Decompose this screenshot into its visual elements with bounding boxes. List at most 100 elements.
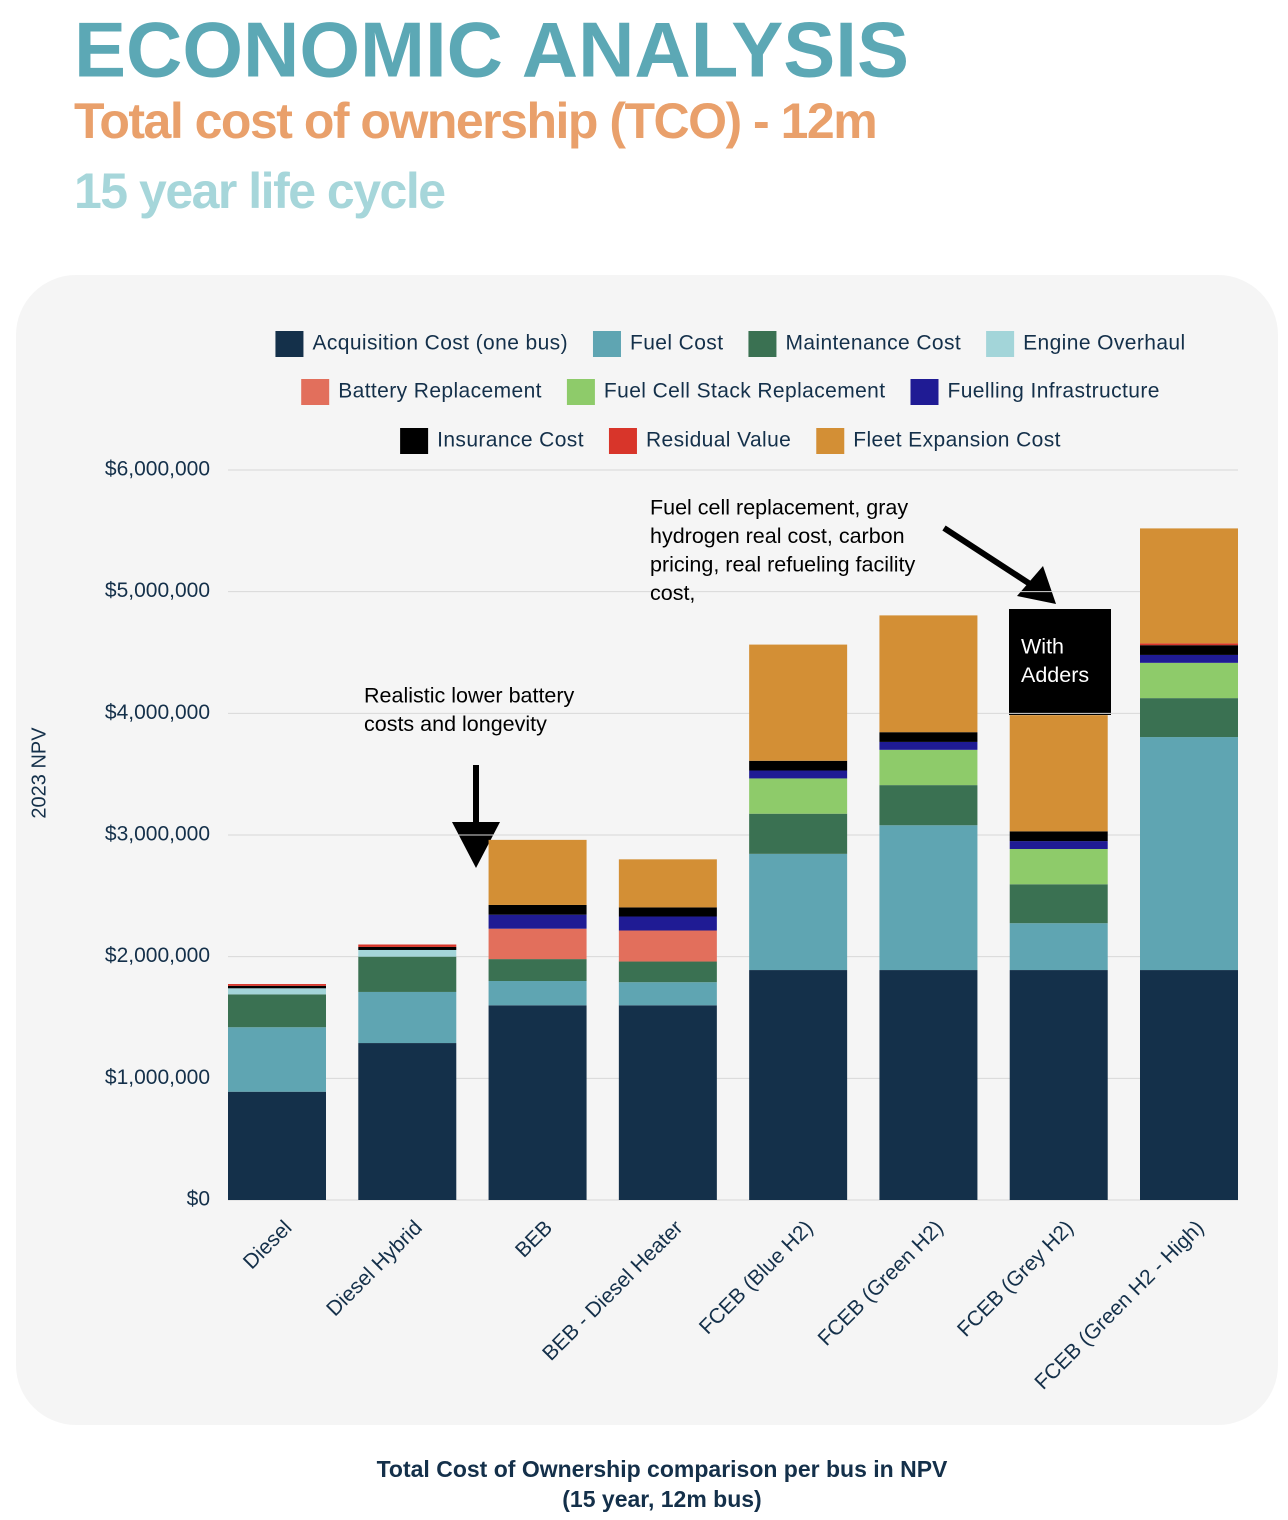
legend-label: Insurance Cost bbox=[437, 429, 584, 452]
bar-segment bbox=[358, 991, 457, 1044]
bar-segment bbox=[358, 949, 457, 957]
bar-segment bbox=[488, 904, 587, 915]
annotation: costs and longevity bbox=[364, 712, 547, 736]
bar-segment bbox=[1009, 715, 1108, 832]
legend-label: Battery Replacement bbox=[338, 380, 542, 403]
bar-segment bbox=[749, 778, 848, 814]
bar-segment bbox=[228, 985, 326, 989]
y-tick-label: $4,000,000 bbox=[105, 701, 210, 724]
bar-segment bbox=[488, 928, 587, 960]
legend-swatch bbox=[275, 331, 304, 357]
bar-segment bbox=[749, 644, 848, 761]
bar-segment bbox=[358, 944, 457, 947]
bar-segment bbox=[228, 994, 326, 1028]
annotation: Adders bbox=[1021, 663, 1089, 687]
bar-segment bbox=[228, 984, 326, 986]
bar-segment bbox=[1140, 645, 1238, 655]
bar-segment bbox=[618, 961, 717, 983]
page-title: ECONOMIC ANALYSIS bbox=[74, 6, 909, 94]
bar-segment bbox=[488, 839, 587, 905]
bar-segment bbox=[1140, 643, 1238, 646]
legend-label: Maintenance Cost bbox=[785, 332, 961, 355]
bar-segment bbox=[618, 982, 717, 1006]
legend-swatch bbox=[910, 379, 939, 405]
bar-segment bbox=[749, 760, 848, 771]
annotation: Realistic lower battery bbox=[364, 684, 575, 708]
bar-segment bbox=[488, 1005, 587, 1200]
bar-segment bbox=[749, 853, 848, 971]
y-tick-label: $0 bbox=[187, 1188, 210, 1211]
bar-segment bbox=[618, 930, 717, 962]
bar-segment bbox=[228, 1091, 326, 1200]
caption: Total Cost of Ownership comparison per b… bbox=[377, 1456, 948, 1482]
legend-swatch bbox=[608, 428, 637, 454]
bar-segment bbox=[488, 959, 587, 981]
bar-segment bbox=[618, 916, 717, 931]
legend-swatch bbox=[301, 379, 330, 405]
bar-segment bbox=[1140, 662, 1238, 699]
bar-segment bbox=[749, 770, 848, 779]
bar-segment bbox=[879, 732, 978, 742]
caption: (15 year, 12m bus) bbox=[562, 1486, 761, 1512]
legend-swatch bbox=[748, 331, 777, 357]
legend-label: Fuel Cell Stack Replacement bbox=[604, 380, 886, 403]
bar-segment bbox=[1009, 848, 1108, 885]
annotation: With bbox=[1021, 635, 1064, 659]
annotation: hydrogen real cost, carbon bbox=[650, 524, 905, 548]
y-tick-label: $5,000,000 bbox=[105, 579, 210, 602]
arrow-head bbox=[1017, 566, 1056, 604]
page-subtitle: Total cost of ownership (TCO) - 12m bbox=[74, 93, 876, 149]
bar-segment bbox=[879, 825, 978, 971]
legend-label: Residual Value bbox=[646, 429, 791, 452]
bar-segment bbox=[879, 785, 978, 826]
arrow-head bbox=[452, 822, 500, 868]
bar-segment bbox=[618, 1005, 717, 1200]
legend-label: Engine Overhaul bbox=[1023, 332, 1185, 355]
bar-segment bbox=[749, 813, 848, 854]
annotation: pricing, real refueling facility bbox=[650, 553, 916, 577]
bar-segment bbox=[228, 988, 326, 995]
bar-segment bbox=[1009, 831, 1108, 842]
bar-segment bbox=[1140, 654, 1238, 663]
y-axis-label: 2023 NPV bbox=[28, 727, 50, 819]
y-tick-label: $3,000,000 bbox=[105, 823, 210, 846]
page-note: 15 year life cycle bbox=[74, 163, 445, 219]
bar-segment bbox=[358, 956, 457, 992]
legend-label: Fuel Cost bbox=[630, 332, 723, 355]
bar-segment bbox=[488, 981, 587, 1006]
legend-swatch bbox=[986, 331, 1015, 357]
annotation: cost, bbox=[650, 581, 695, 605]
bar-segment bbox=[879, 749, 978, 786]
y-tick-label: $2,000,000 bbox=[105, 944, 210, 967]
bar-segment bbox=[618, 907, 717, 917]
legend-swatch bbox=[592, 331, 621, 357]
bar-segment bbox=[1140, 698, 1238, 738]
bar-segment bbox=[879, 970, 978, 1200]
legend-label: Fuelling Infrastructure bbox=[948, 380, 1160, 403]
bar-segment bbox=[1009, 923, 1108, 971]
annotation-box bbox=[1009, 609, 1111, 715]
bar-segment bbox=[358, 1043, 457, 1200]
bar-segment bbox=[1140, 737, 1238, 971]
bar-segment bbox=[1009, 841, 1108, 849]
y-tick-label: $1,000,000 bbox=[105, 1066, 210, 1089]
legend-label: Acquisition Cost (one bus) bbox=[312, 332, 568, 355]
arrow bbox=[942, 525, 1032, 587]
bar-segment bbox=[228, 1027, 326, 1092]
bar-segment bbox=[1009, 970, 1108, 1200]
bar-segment bbox=[358, 946, 457, 950]
bar-segment bbox=[618, 859, 717, 908]
legend-swatch bbox=[400, 428, 429, 454]
bar-segment bbox=[749, 970, 848, 1200]
bar-segment bbox=[879, 741, 978, 750]
bar-segment bbox=[1140, 970, 1238, 1200]
bar-segment bbox=[1140, 528, 1238, 644]
legend-swatch bbox=[816, 428, 845, 454]
bar-segment bbox=[488, 914, 587, 929]
legend-swatch bbox=[566, 379, 595, 405]
bar-segment bbox=[1009, 884, 1108, 924]
bar-segment bbox=[879, 615, 978, 733]
legend-label: Fleet Expansion Cost bbox=[853, 429, 1061, 452]
